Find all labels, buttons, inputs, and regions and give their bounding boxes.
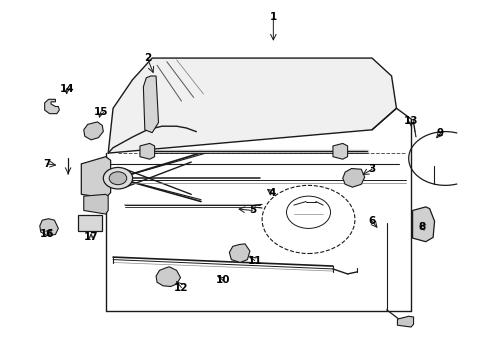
Polygon shape [84, 194, 108, 214]
Text: 7: 7 [44, 159, 51, 169]
Text: 11: 11 [247, 256, 262, 266]
Polygon shape [108, 58, 396, 153]
Polygon shape [40, 219, 58, 235]
Text: 10: 10 [216, 275, 230, 285]
Text: 8: 8 [418, 222, 425, 231]
Text: 4: 4 [268, 188, 275, 198]
Text: 16: 16 [40, 229, 54, 239]
Text: 14: 14 [59, 84, 74, 94]
Text: 12: 12 [174, 283, 189, 293]
Polygon shape [413, 207, 435, 242]
Polygon shape [45, 99, 59, 114]
Circle shape [109, 172, 127, 185]
Polygon shape [81, 157, 111, 198]
Polygon shape [229, 244, 250, 262]
Text: 9: 9 [437, 129, 444, 138]
Text: 13: 13 [404, 116, 418, 126]
Text: 2: 2 [144, 53, 151, 63]
Text: 5: 5 [249, 206, 256, 216]
Polygon shape [144, 76, 159, 133]
Polygon shape [397, 316, 414, 327]
Text: 15: 15 [94, 107, 108, 117]
Circle shape [103, 167, 133, 189]
Polygon shape [343, 168, 365, 187]
Polygon shape [140, 143, 155, 159]
Polygon shape [333, 143, 347, 159]
Text: 6: 6 [368, 216, 376, 226]
Text: 1: 1 [270, 12, 277, 22]
Polygon shape [156, 267, 180, 287]
Text: 3: 3 [368, 164, 376, 174]
Text: 17: 17 [84, 232, 98, 242]
FancyBboxPatch shape [78, 215, 102, 231]
Polygon shape [84, 122, 103, 140]
